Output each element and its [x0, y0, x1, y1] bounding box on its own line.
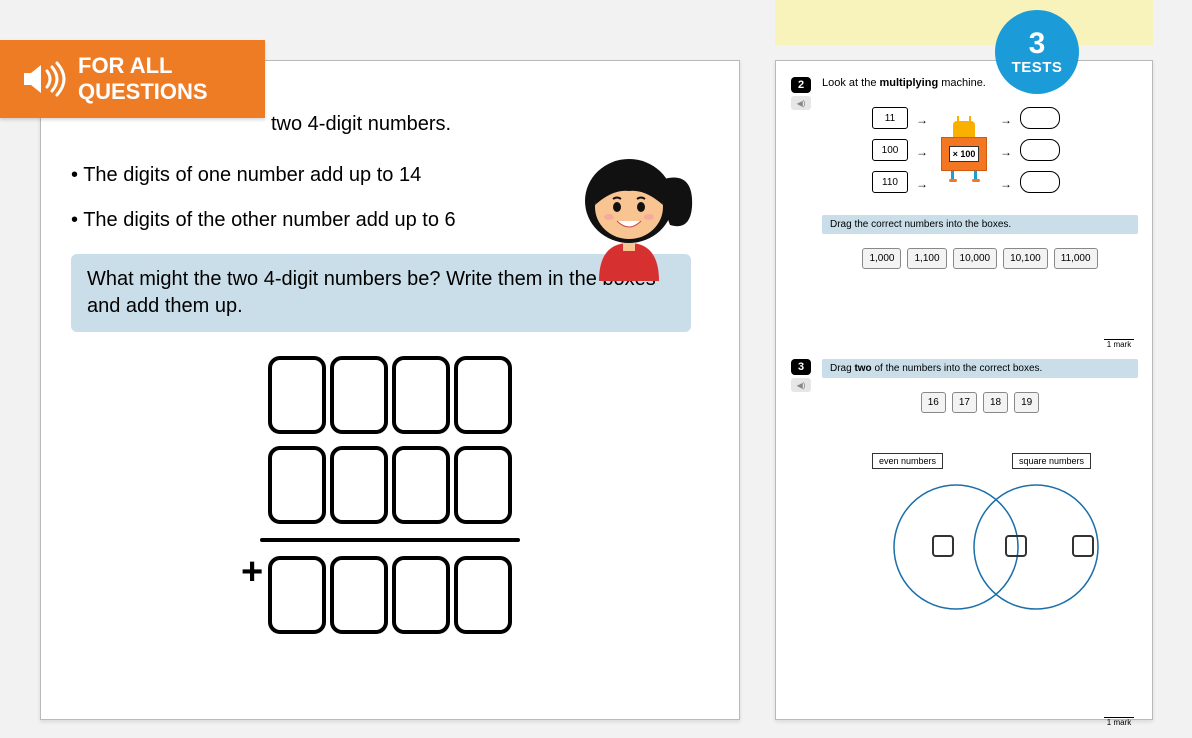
question-number-3: 3 [791, 359, 811, 375]
girl-avatar [569, 151, 699, 281]
robot-icon: × 100 [936, 121, 992, 179]
arrow-icon: → [916, 145, 928, 159]
q3-instruction: Drag two of the numbers into the correct… [822, 359, 1138, 378]
drag-option[interactable]: 11,000 [1054, 248, 1098, 269]
multiplying-machine: 11 100 110 → → → × 100 → → → [872, 107, 1138, 193]
output-drop-box[interactable] [1020, 107, 1060, 129]
question-2: 2 ◀) Look at the multiplying machine. 11… [790, 77, 1138, 269]
digit-box[interactable] [392, 356, 450, 434]
mark-label: 1 mark [1104, 339, 1134, 349]
plus-sign: + [241, 551, 263, 594]
q3-options: 16 17 18 19 [822, 392, 1138, 413]
arrow-icon: → [1000, 145, 1012, 159]
q2-instruction: Drag the correct numbers into the boxes. [822, 215, 1138, 234]
tests-badge: 3 TESTS [995, 10, 1079, 94]
digit-box[interactable] [330, 446, 388, 524]
input-box: 100 [872, 139, 908, 161]
drag-option[interactable]: 10,100 [1003, 248, 1048, 269]
question-number-2: 2 [791, 77, 811, 93]
arrow-icon: → [1000, 113, 1012, 127]
venn-drop-left[interactable] [932, 535, 954, 557]
arrow-icon: → [916, 113, 928, 127]
venn-diagram: even numbers square numbers [822, 429, 1138, 609]
q2-options: 1,000 1,100 10,000 10,100 11,000 [822, 248, 1138, 269]
digit-box[interactable] [268, 446, 326, 524]
output-column [1020, 107, 1060, 193]
digit-box[interactable] [330, 556, 388, 634]
intro-text: two 4-digit numbers. [271, 113, 709, 136]
digit-box[interactable] [454, 446, 512, 524]
digit-box[interactable] [268, 556, 326, 634]
drag-option[interactable]: 1,000 [862, 248, 901, 269]
digit-box[interactable] [330, 356, 388, 434]
venn-drop-middle[interactable] [1005, 535, 1027, 557]
output-drop-box[interactable] [1020, 171, 1060, 193]
addend-row-1 [268, 356, 512, 434]
venn-left-label: even numbers [872, 453, 943, 469]
digit-box[interactable] [454, 356, 512, 434]
venn-right-label: square numbers [1012, 453, 1091, 469]
digit-box[interactable] [392, 446, 450, 524]
drag-option[interactable]: 1,100 [907, 248, 946, 269]
drag-option[interactable]: 19 [1014, 392, 1039, 413]
digit-box[interactable] [268, 356, 326, 434]
speaker-icon [12, 49, 72, 109]
question-card-right: 2 ◀) Look at the multiplying machine. 11… [775, 60, 1153, 720]
badge-number: 3 [1029, 29, 1046, 59]
arrow-icon: → [1000, 177, 1012, 191]
sum-row [268, 556, 512, 634]
digit-box[interactable] [392, 556, 450, 634]
badge-label: TESTS [1012, 59, 1063, 76]
yellow-strip [775, 0, 1153, 45]
output-drop-box[interactable] [1020, 139, 1060, 161]
question-card-left: two 4-digit numbers. The digits of one n… [40, 60, 740, 720]
digit-box[interactable] [454, 556, 512, 634]
drag-option[interactable]: 17 [952, 392, 977, 413]
addend-row-2 [268, 446, 512, 524]
drag-option[interactable]: 16 [921, 392, 946, 413]
question-3: 3 ◀) Drag two of the numbers into the co… [790, 359, 1138, 609]
drag-option[interactable]: 10,000 [953, 248, 998, 269]
drag-option[interactable]: 18 [983, 392, 1008, 413]
banner-text: FOR ALL QUESTIONS [78, 53, 208, 106]
input-box: 110 [872, 171, 908, 193]
arrows: → → → [916, 110, 928, 191]
audio-icon[interactable]: ◀) [791, 378, 811, 392]
mark-label: 1 mark [1104, 717, 1134, 727]
sum-line [260, 538, 520, 542]
arrow-icon: → [916, 177, 928, 191]
venn-drop-right[interactable] [1072, 535, 1094, 557]
audio-banner[interactable]: FOR ALL QUESTIONS [0, 40, 265, 118]
addition-layout [71, 356, 709, 634]
input-box: 11 [872, 107, 908, 129]
audio-icon[interactable]: ◀) [791, 96, 811, 110]
input-column: 11 100 110 [872, 107, 908, 193]
q2-title: Look at the multiplying machine. [822, 77, 1138, 89]
arrows: → → → [1000, 110, 1012, 191]
